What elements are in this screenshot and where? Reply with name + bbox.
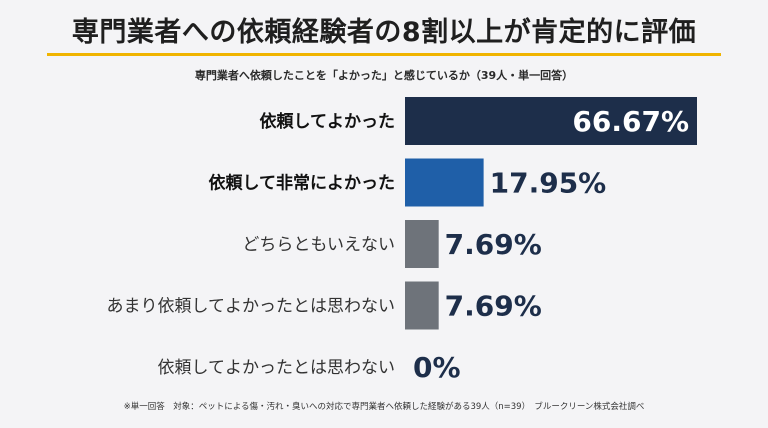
chart-title: 専門業者への依頼経験者の8割以上が肯定的に評価: [71, 17, 697, 48]
category-label: あまり依頼してよかったとは思わない: [107, 297, 396, 317]
bar: [405, 97, 697, 145]
category-label: 依頼してよかったとは思わない: [158, 358, 396, 378]
category-label: 依頼してよかった: [260, 111, 396, 132]
category-label: どちらともいえない: [242, 235, 395, 255]
chart-subtitle: 専門業者へ依頼したことを「よかった」と感じているか（39人・単一回答）: [194, 69, 574, 82]
title-underline: [47, 53, 721, 56]
value-label: 7.69%: [445, 290, 542, 323]
bar: [405, 281, 439, 330]
bar: [405, 220, 439, 268]
bar: [405, 158, 484, 207]
value-label: 66.67%: [572, 105, 689, 138]
value-label: 17.95%: [490, 167, 607, 200]
bar-chart: 依頼してよかった 66.67% 依頼して非常によかった 17.95% どちらともいえない…: [107, 97, 697, 384]
footnote: ※単一回答 対象：ペットによる傷・汚れ・臭いへの対応で専門業者へ依頼した経験があ…: [123, 402, 645, 412]
value-label: 0%: [413, 351, 461, 384]
category-label: 依頼して非常によかった: [209, 173, 396, 194]
value-label: 7.69%: [445, 228, 542, 261]
